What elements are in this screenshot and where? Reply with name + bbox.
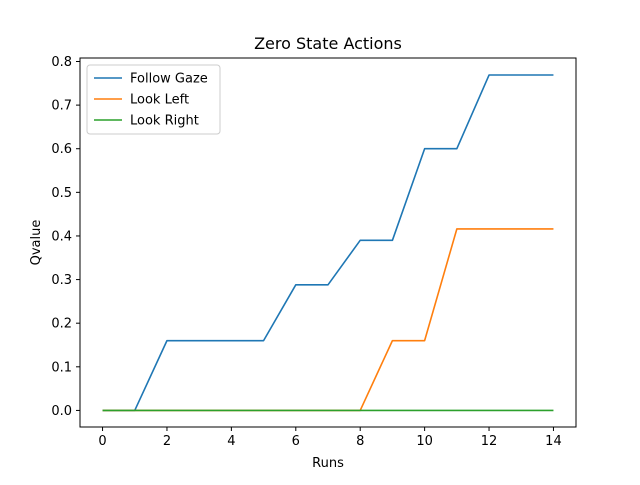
y-tick-label: 0.7 [51,99,72,114]
y-tick-label: 0.3 [51,273,72,288]
plot-lines [102,74,554,412]
y-tick-label: 0.8 [51,55,72,70]
x-tick-label: 10 [416,434,433,449]
x-axis-label: Runs [312,456,344,471]
legend-label: Look Right [130,114,199,129]
x-tick-label: 12 [481,434,498,449]
y-tick-label: 0.4 [51,229,72,244]
x-tick-label: 6 [292,434,300,449]
y-axis-ticks: 0.0 0.1 0.2 0.3 0.4 0.5 0.6 0.7 0.8 [51,55,80,419]
legend-label: Look Left [130,93,189,108]
y-tick-label: 0.2 [51,317,72,332]
x-tick-label: 14 [545,434,562,449]
x-tick-label: 8 [356,434,364,449]
plot-area-frame [79,57,577,428]
legend-label: Follow Gaze [130,72,208,87]
legend-box [86,64,221,135]
y-tick-label: 0.0 [51,404,72,419]
x-tick-label: 0 [98,434,106,449]
legend: Follow Gaze Look Left Look Right [86,64,221,135]
y-tick-label: 0.5 [51,186,72,201]
x-tick-label: 4 [227,434,235,449]
y-axis-label: Qvalue [29,220,44,266]
x-axis-ticks: 0 2 4 6 8 10 12 14 [98,427,562,449]
y-tick-label: 0.1 [51,360,72,375]
series-line-follow-gaze [102,74,554,412]
y-tick-label: 0.6 [51,142,72,157]
x-tick-label: 2 [163,434,171,449]
chart-title: Zero State Actions [254,34,402,53]
